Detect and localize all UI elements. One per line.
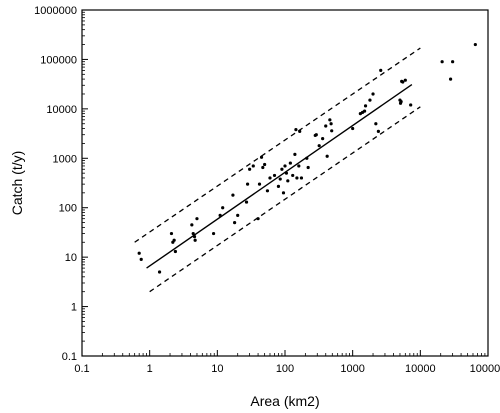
x-tick-label-0: 0.1 bbox=[74, 363, 89, 375]
y-tick-label-7: 1000000 bbox=[34, 5, 77, 17]
x-axis-label: Area (km2) bbox=[250, 393, 319, 409]
data-point bbox=[283, 164, 287, 168]
data-point bbox=[280, 167, 284, 171]
data-point bbox=[374, 122, 378, 126]
lower-confidence-line bbox=[149, 106, 421, 293]
plot-frame bbox=[81, 9, 489, 357]
data-point bbox=[298, 129, 302, 133]
data-point bbox=[191, 231, 195, 236]
data-point bbox=[371, 92, 375, 96]
data-point bbox=[325, 154, 329, 158]
data-point bbox=[236, 213, 240, 217]
data-point bbox=[329, 122, 333, 126]
data-point bbox=[321, 137, 325, 141]
data-point bbox=[306, 165, 310, 170]
data-point bbox=[261, 165, 265, 170]
data-point bbox=[257, 182, 262, 186]
data-point bbox=[362, 109, 367, 113]
data-point bbox=[281, 191, 286, 195]
data-point bbox=[409, 103, 413, 107]
data-point bbox=[221, 206, 225, 210]
data-point bbox=[401, 80, 405, 84]
data-point bbox=[403, 78, 407, 82]
data-point bbox=[139, 257, 143, 262]
data-point bbox=[379, 68, 383, 72]
data-point bbox=[328, 118, 332, 122]
data-point bbox=[272, 173, 277, 178]
data-point bbox=[244, 200, 249, 204]
data-point bbox=[263, 162, 267, 167]
data-point bbox=[137, 251, 141, 255]
data-point bbox=[193, 238, 197, 242]
data-point bbox=[351, 126, 355, 131]
data-point bbox=[248, 167, 252, 171]
y-tick-label-1: 1 bbox=[71, 302, 77, 314]
y-tick-label-5: 10000 bbox=[46, 104, 77, 116]
y-tick-label-6: 100000 bbox=[40, 54, 77, 66]
data-point bbox=[256, 217, 260, 221]
data-point bbox=[172, 238, 176, 242]
data-point bbox=[291, 173, 295, 178]
x-tick-label-3: 100 bbox=[276, 363, 294, 375]
y-tick-label-3: 100 bbox=[59, 203, 77, 215]
data-point bbox=[268, 176, 272, 180]
data-point bbox=[473, 42, 477, 47]
data-point bbox=[376, 129, 380, 133]
data-point bbox=[218, 213, 222, 217]
data-point bbox=[278, 177, 282, 181]
data-point bbox=[324, 124, 328, 128]
data-point bbox=[259, 155, 264, 159]
data-point bbox=[286, 179, 290, 183]
data-point bbox=[317, 144, 321, 148]
data-point bbox=[276, 184, 281, 188]
data-point bbox=[233, 220, 237, 225]
data-point bbox=[211, 231, 216, 236]
y-tick-label-2: 10 bbox=[65, 252, 77, 264]
y-tick-label-4: 1000 bbox=[53, 153, 77, 165]
data-point bbox=[190, 223, 194, 227]
x-tick-label-4: 1000 bbox=[340, 363, 364, 375]
data-point bbox=[297, 164, 301, 168]
data-point bbox=[299, 176, 304, 180]
data-point bbox=[231, 193, 235, 197]
data-point bbox=[157, 270, 162, 274]
x-tick-label-6: 100000 bbox=[470, 363, 500, 375]
data-point bbox=[451, 60, 455, 64]
regression-line bbox=[146, 83, 413, 269]
data-point bbox=[284, 171, 289, 175]
upper-confidence-line bbox=[134, 47, 421, 243]
data-point bbox=[169, 231, 174, 236]
data-point bbox=[368, 98, 372, 102]
y-axis-label: Catch (t/y) bbox=[9, 151, 25, 216]
data-point bbox=[192, 235, 197, 239]
chart-marks: 0.1 1 10 100 1000 10000 100000 0.1 1 10 100 1000 100… bbox=[34, 5, 500, 375]
data-point bbox=[314, 133, 318, 137]
data-point bbox=[330, 129, 334, 133]
data-point bbox=[251, 164, 255, 168]
x-tick-label-1: 1 bbox=[147, 363, 153, 375]
data-point bbox=[305, 156, 309, 160]
data-point bbox=[440, 60, 444, 64]
data-point bbox=[295, 176, 299, 180]
data-point bbox=[448, 77, 453, 81]
data-point bbox=[399, 100, 403, 104]
data-point bbox=[173, 249, 177, 254]
x-tick-label-5: 10000 bbox=[405, 363, 436, 375]
data-point bbox=[363, 104, 368, 108]
data-point bbox=[294, 128, 298, 132]
data-point bbox=[293, 152, 297, 156]
data-point bbox=[288, 161, 292, 165]
x-tick-label-2: 10 bbox=[211, 363, 223, 375]
data-point bbox=[265, 189, 270, 193]
data-point bbox=[195, 217, 199, 221]
y-tick-label-0: 0.1 bbox=[62, 351, 77, 363]
data-point bbox=[245, 182, 250, 186]
